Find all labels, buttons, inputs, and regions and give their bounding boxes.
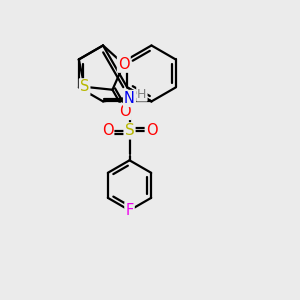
Text: S: S <box>80 79 89 94</box>
Text: H: H <box>137 88 147 100</box>
Text: O: O <box>102 123 113 138</box>
Text: O: O <box>146 123 158 138</box>
Text: N: N <box>124 91 135 106</box>
Text: F: F <box>125 203 134 218</box>
Text: O: O <box>118 57 130 72</box>
Text: S: S <box>124 123 134 138</box>
Text: O: O <box>119 104 131 119</box>
